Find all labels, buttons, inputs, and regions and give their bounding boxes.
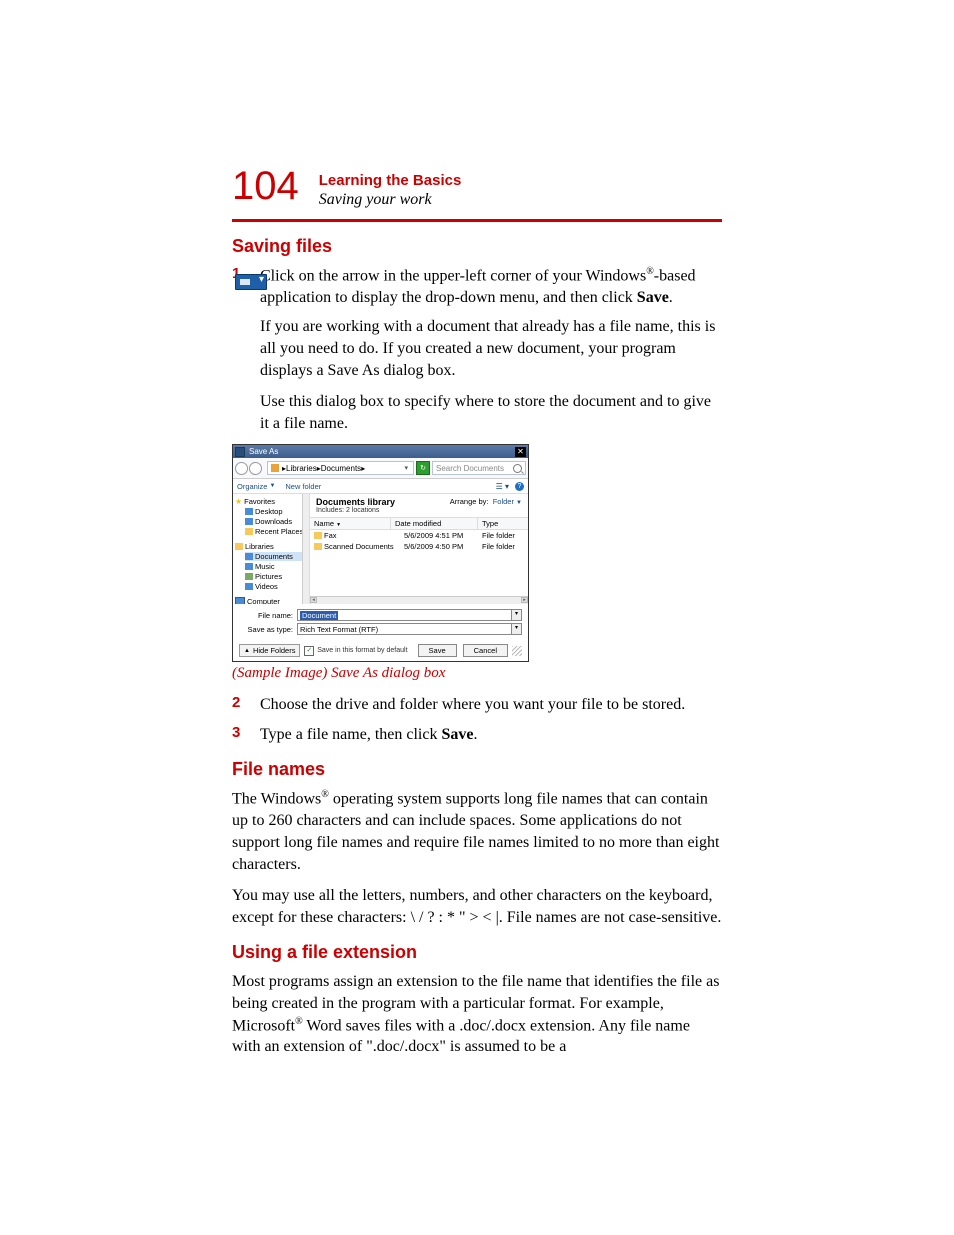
step-3-text: Type a file name, then click Save. <box>260 724 477 746</box>
extension-p1: Most programs assign an extension to the… <box>232 971 722 1058</box>
view-menu[interactable]: ☰ ▾ <box>496 482 509 491</box>
section-title: Saving your work <box>319 190 462 211</box>
nav-pane: ★Favorites Desktop Downloads Recent Plac… <box>233 494 310 604</box>
help-icon[interactable]: ? <box>515 482 524 491</box>
dialog-title-text: Save As <box>249 447 278 456</box>
nav-favorites[interactable]: ★Favorites <box>235 497 307 506</box>
default-format-checkbox[interactable]: ✓Save in this format by default <box>304 646 407 656</box>
file-names-p2: You may use all the letters, numbers, an… <box>232 885 722 928</box>
nav-documents[interactable]: Documents <box>245 552 307 561</box>
nav-libraries[interactable]: Libraries <box>235 542 307 551</box>
column-date[interactable]: Date modified <box>391 518 478 529</box>
nav-desktop[interactable]: Desktop <box>245 507 307 516</box>
column-name[interactable]: Name ▼ <box>310 518 391 529</box>
search-placeholder: Search Documents <box>436 464 504 473</box>
page-number: 104 <box>232 166 299 206</box>
step-number-3: 3 <box>232 724 260 741</box>
refresh-button[interactable]: ↻ <box>416 461 430 475</box>
save-as-type-label: Save as type: <box>239 625 297 634</box>
arrange-by[interactable]: Arrange by: Folder ▼ <box>450 497 522 506</box>
save-as-type-input[interactable]: Rich Text Format (RTF) <box>297 623 512 635</box>
close-icon[interactable]: ✕ <box>515 447 526 457</box>
page-header: 104 Learning the Basics Saving your work <box>232 170 722 211</box>
folder-icon <box>314 543 322 550</box>
office-button-icon <box>235 274 267 290</box>
hide-folders-button[interactable]: ▲Hide Folders <box>239 644 300 657</box>
step-1-text: Click on the arrow in the upper-left cor… <box>260 265 722 309</box>
nav-scrollbar[interactable] <box>302 494 309 604</box>
list-item[interactable]: Fax 5/6/2009 4:51 PM File folder <box>310 530 528 541</box>
step-2-text: Choose the drive and folder where you wa… <box>260 694 685 716</box>
folder-icon <box>314 532 322 539</box>
library-subtitle: Includes: 2 locations <box>316 507 395 514</box>
library-title: Documents library <box>316 497 395 507</box>
search-input[interactable]: Search Documents <box>432 461 526 475</box>
nav-music[interactable]: Music <box>245 562 307 571</box>
breadcrumb[interactable]: ▸ Libraries ▸ Documents ▸ ▾ <box>267 461 414 475</box>
image-caption: (Sample Image) Save As dialog box <box>232 665 722 682</box>
heading-file-extension: Using a file extension <box>232 942 722 963</box>
chapter-title: Learning the Basics <box>319 172 462 190</box>
save-button[interactable]: Save <box>418 644 457 657</box>
column-type[interactable]: Type <box>478 518 528 529</box>
paragraph-use-dialog: Use this dialog box to specify where to … <box>260 391 722 434</box>
nav-pictures[interactable]: Pictures <box>245 572 307 581</box>
cancel-button[interactable]: Cancel <box>463 644 508 657</box>
save-as-dialog: Save As ✕ ▸ Libraries ▸ Documents ▸ ▾ ↻ … <box>232 444 529 662</box>
nav-recent[interactable]: Recent Places <box>245 527 307 536</box>
nav-computer[interactable]: Computer <box>235 597 307 604</box>
step-number-2: 2 <box>232 694 260 711</box>
file-name-label: File name: <box>239 611 297 620</box>
search-icon <box>513 464 522 473</box>
nav-downloads[interactable]: Downloads <box>245 517 307 526</box>
forward-button[interactable] <box>249 462 262 475</box>
list-item[interactable]: Scanned Documents 5/6/2009 4:50 PM File … <box>310 541 528 552</box>
header-rule <box>232 219 722 222</box>
dialog-icon <box>235 447 245 457</box>
resize-grip[interactable] <box>512 646 522 656</box>
file-names-p1: The Windows® operating system supports l… <box>232 788 722 875</box>
horizontal-scrollbar[interactable]: ◂▸ <box>310 596 528 604</box>
folder-icon <box>271 464 279 472</box>
paragraph-existing-file: If you are working with a document that … <box>260 316 722 381</box>
back-button[interactable] <box>235 462 248 475</box>
dialog-titlebar[interactable]: Save As ✕ <box>233 445 528 458</box>
file-name-dropdown[interactable]: ▾ <box>512 609 522 621</box>
organize-menu[interactable]: Organize <box>237 482 267 491</box>
new-folder-button[interactable]: New folder <box>285 482 321 491</box>
nav-videos[interactable]: Videos <box>245 582 307 591</box>
save-as-type-dropdown[interactable]: ▾ <box>512 623 522 635</box>
file-list: Fax 5/6/2009 4:51 PM File folder Scanned… <box>310 530 528 604</box>
chevron-down-icon[interactable]: ▾ <box>402 464 410 472</box>
file-name-input[interactable]: Document <box>297 609 512 621</box>
heading-file-names: File names <box>232 759 722 780</box>
heading-saving-files: Saving files <box>232 236 722 257</box>
